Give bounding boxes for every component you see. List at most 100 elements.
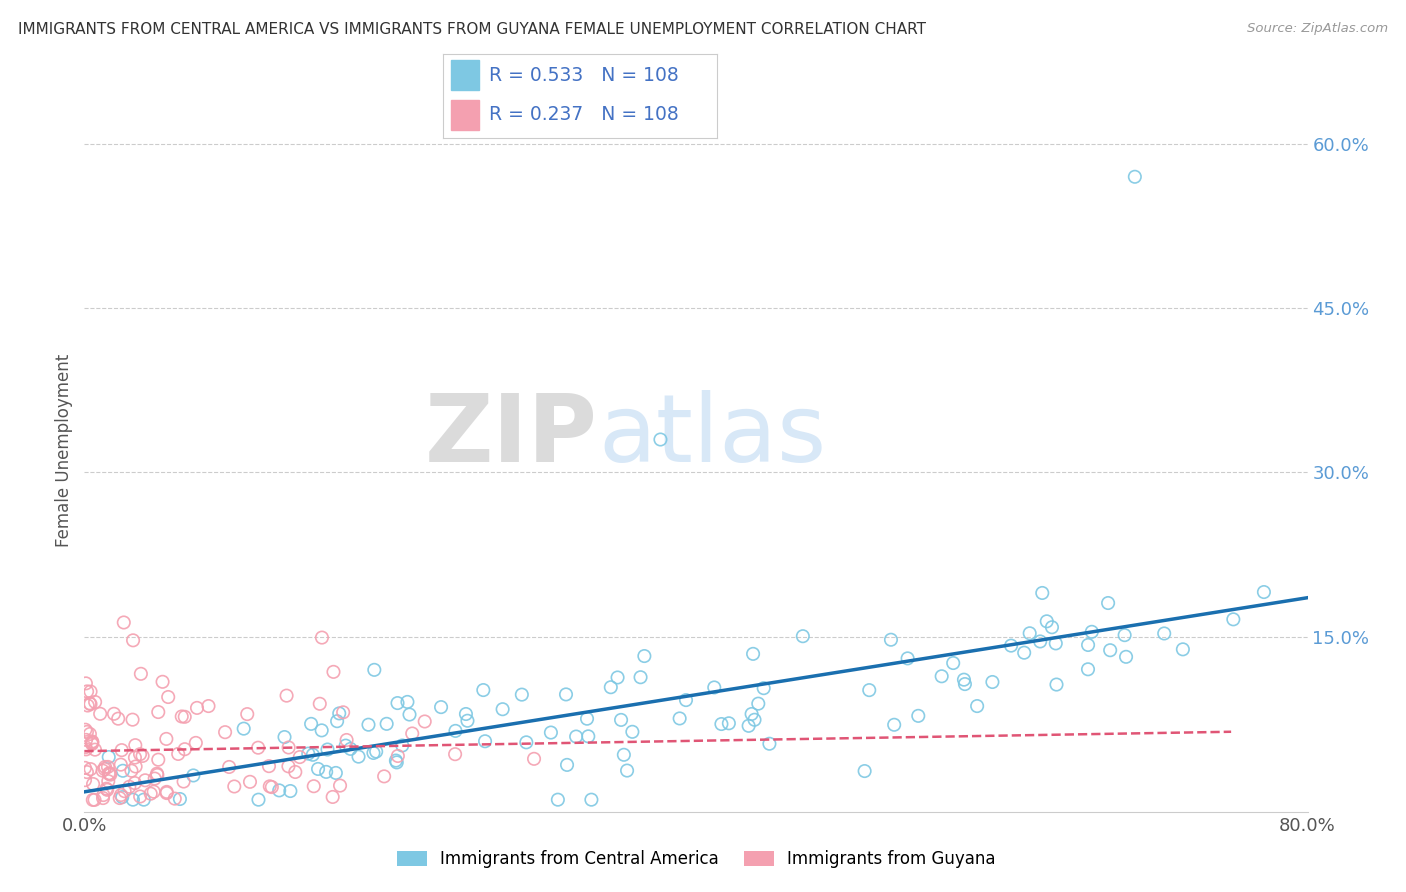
Point [966,699,988,714]
Point [82,734,104,748]
Point [613,747,636,762]
Point [335,739,357,753]
Point [322,665,344,679]
Point [456,714,478,728]
Point [167,747,190,761]
Point [385,756,408,770]
Point [474,734,496,748]
Point [124,776,146,790]
Point [1099,643,1122,657]
Point [858,683,880,698]
Point [703,681,725,695]
Point [75,740,97,755]
Point [1171,642,1194,657]
Point [301,747,323,762]
Point [1045,677,1067,691]
Point [186,701,208,715]
Point [173,742,195,756]
Point [152,674,174,689]
Point [430,700,453,714]
Point [297,747,319,761]
Point [621,724,644,739]
Point [114,784,136,798]
Point [373,769,395,783]
Point [308,697,330,711]
Point [120,764,142,778]
Point [236,707,259,722]
Point [953,673,976,687]
Point [375,716,398,731]
Point [741,706,763,721]
Point [302,779,325,793]
Point [132,793,155,807]
Point [387,696,409,710]
Text: atlas: atlas [598,390,827,482]
Point [853,764,876,778]
Point [155,731,177,746]
Point [79,697,101,711]
Point [792,629,814,643]
Point [897,651,920,665]
Point [675,693,697,707]
Point [184,736,207,750]
Point [156,786,179,800]
Point [311,723,333,738]
Point [633,648,655,663]
Point [398,707,420,722]
Point [1077,638,1099,652]
Point [247,740,270,755]
Point [1031,586,1053,600]
Point [1253,585,1275,599]
Point [173,710,195,724]
Point [347,749,370,764]
Point [332,706,354,720]
Point [129,747,152,762]
Point [444,747,467,761]
Point [124,759,146,773]
Point [80,737,103,751]
Point [953,677,976,691]
Point [387,748,409,763]
Point [82,793,104,807]
Point [79,696,101,710]
Point [758,737,780,751]
Point [103,706,125,721]
Point [339,742,361,756]
Point [82,777,104,791]
Text: ZIP: ZIP [425,390,598,482]
Point [97,766,120,780]
Point [1045,636,1067,650]
Point [129,789,152,804]
Point [157,690,180,704]
Point [454,706,477,721]
Point [122,633,145,648]
Point [547,793,569,807]
Point [385,754,408,768]
Point [76,684,98,698]
Point [170,709,193,723]
Point [328,706,350,721]
Point [273,730,295,744]
Point [288,750,311,764]
Y-axis label: Female Unemployment: Female Unemployment [55,354,73,547]
Point [1222,612,1244,626]
Point [111,743,134,757]
Point [510,688,533,702]
Text: Source: ZipAtlas.com: Source: ZipAtlas.com [1247,22,1388,36]
Point [311,631,333,645]
Point [1114,628,1136,642]
Point [280,784,302,798]
Point [277,759,299,773]
Point [214,725,236,739]
Legend: Immigrants from Central America, Immigrants from Guyana: Immigrants from Central America, Immigra… [396,850,995,869]
Point [299,717,322,731]
Point [93,788,115,802]
Point [565,730,588,744]
Point [269,783,291,797]
Point [98,767,121,781]
Point [142,785,165,799]
Point [131,748,153,763]
Point [744,713,766,727]
Point [239,774,262,789]
Point [576,712,599,726]
